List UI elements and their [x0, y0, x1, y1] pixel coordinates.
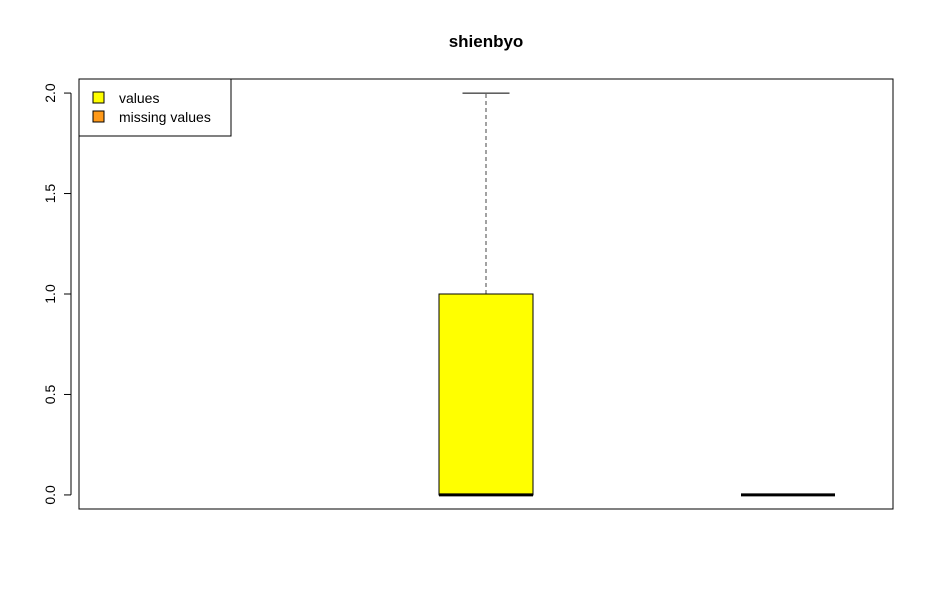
chart-title: shienbyo — [449, 32, 524, 51]
box-values — [438, 92, 534, 497]
legend-label: values — [119, 90, 159, 106]
legend-swatch — [92, 91, 105, 104]
y-axis: 0.0 0.5 1.0 1.5 2.0 — [42, 83, 72, 505]
y-tick-label: 1.0 — [42, 284, 58, 304]
legend: values missing values — [78, 78, 232, 137]
legend-label: missing values — [119, 109, 211, 125]
y-tick-label: 1.5 — [42, 184, 58, 204]
legend-box — [78, 78, 232, 137]
boxes — [438, 92, 835, 497]
y-tick-label: 2.0 — [42, 83, 58, 103]
y-tick-label: 0.5 — [42, 385, 58, 405]
legend-swatch — [92, 110, 105, 123]
box-body — [438, 293, 534, 496]
y-tick-label: 0.0 — [42, 485, 58, 505]
plot-frame — [78, 78, 894, 510]
